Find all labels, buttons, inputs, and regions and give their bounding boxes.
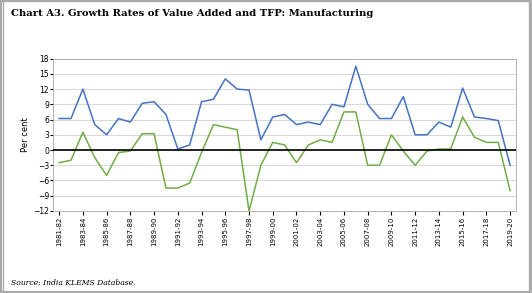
Value Added xyxy=(115,117,122,120)
TFP xyxy=(163,186,169,190)
Value Added xyxy=(447,125,454,129)
Value Added xyxy=(460,86,466,90)
TFP xyxy=(483,141,489,144)
Value Added xyxy=(187,143,193,147)
Value Added xyxy=(246,88,252,92)
Value Added xyxy=(174,147,181,151)
Value Added xyxy=(80,87,86,91)
Value Added xyxy=(68,117,74,120)
Value Added xyxy=(92,123,98,126)
TFP xyxy=(353,110,359,114)
Value Added xyxy=(364,103,371,106)
TFP xyxy=(495,141,502,144)
TFP xyxy=(234,128,240,132)
TFP xyxy=(329,141,335,144)
Value Added xyxy=(151,100,157,103)
TFP xyxy=(281,143,288,147)
Value Added xyxy=(198,100,205,103)
Y-axis label: Per cent: Per cent xyxy=(21,117,30,152)
TFP xyxy=(80,130,86,134)
Value Added xyxy=(56,117,62,120)
TFP xyxy=(210,123,217,126)
Value Added xyxy=(483,117,489,120)
Value Added xyxy=(329,103,335,106)
Value Added xyxy=(210,98,217,101)
Value Added xyxy=(163,113,169,116)
TFP xyxy=(400,149,406,153)
TFP xyxy=(139,132,145,136)
Value Added xyxy=(412,133,418,137)
Value Added xyxy=(270,115,276,119)
TFP xyxy=(317,138,323,142)
TFP xyxy=(151,132,157,136)
Value Added xyxy=(495,119,502,122)
TFP xyxy=(270,141,276,144)
Line: TFP: TFP xyxy=(59,112,510,211)
TFP xyxy=(436,147,442,151)
TFP xyxy=(460,115,466,119)
Text: Source: India KLEMS Database.: Source: India KLEMS Database. xyxy=(11,279,135,287)
Value Added xyxy=(257,138,264,142)
TFP xyxy=(376,163,383,167)
TFP xyxy=(447,147,454,151)
Value Added xyxy=(293,123,300,126)
Text: Chart A3. Growth Rates of Value Added and TFP: Manufacturing: Chart A3. Growth Rates of Value Added an… xyxy=(11,9,373,18)
TFP xyxy=(388,133,395,137)
TFP xyxy=(187,181,193,185)
Value Added xyxy=(234,87,240,91)
Value Added xyxy=(507,163,513,167)
TFP xyxy=(507,189,513,193)
Value Added xyxy=(353,64,359,68)
TFP xyxy=(115,151,122,154)
TFP xyxy=(174,186,181,190)
Value Added xyxy=(222,77,228,81)
TFP xyxy=(222,125,228,129)
TFP xyxy=(103,174,110,177)
Value Added xyxy=(103,133,110,137)
Value Added xyxy=(139,102,145,105)
TFP xyxy=(92,156,98,159)
TFP xyxy=(305,143,312,147)
TFP xyxy=(127,149,134,153)
Value Added xyxy=(436,120,442,124)
TFP xyxy=(56,161,62,164)
Value Added xyxy=(317,123,323,126)
Value Added xyxy=(376,117,383,120)
TFP xyxy=(246,209,252,213)
TFP xyxy=(68,159,74,162)
Value Added xyxy=(305,120,312,124)
Value Added xyxy=(471,115,478,119)
TFP xyxy=(293,161,300,164)
TFP xyxy=(364,163,371,167)
Line: Value Added: Value Added xyxy=(59,66,510,165)
Value Added xyxy=(281,113,288,116)
Value Added xyxy=(400,95,406,98)
Value Added xyxy=(424,133,430,137)
TFP xyxy=(412,163,418,167)
TFP xyxy=(341,110,347,114)
TFP xyxy=(198,151,205,154)
TFP xyxy=(471,136,478,139)
Value Added xyxy=(341,105,347,109)
TFP xyxy=(257,163,264,167)
TFP xyxy=(424,149,430,153)
Value Added xyxy=(388,117,395,120)
Value Added xyxy=(127,120,134,124)
